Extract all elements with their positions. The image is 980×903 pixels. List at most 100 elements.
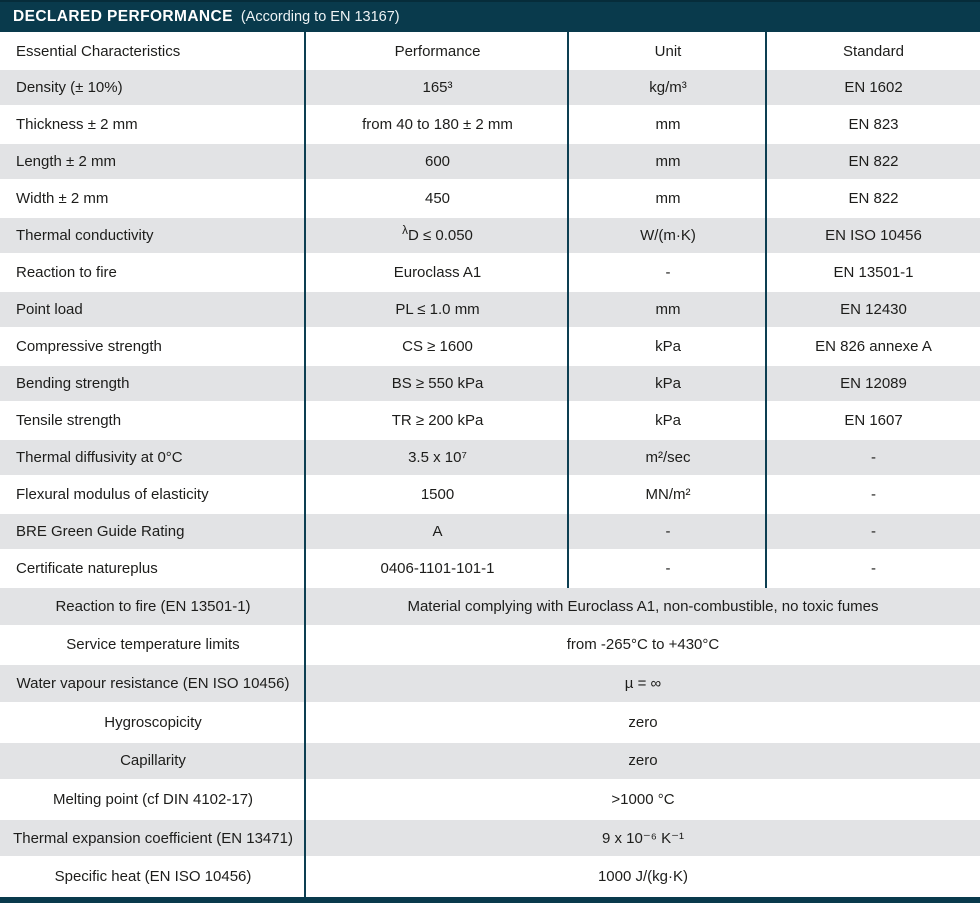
property-value: Material complying with Euroclass A1, no… <box>407 597 879 615</box>
table-row: Tensile strength TR ≥ 200 kPa kPa EN 1607 <box>0 403 980 440</box>
cell-unit: mm <box>655 190 681 207</box>
property-label: Melting point (cf DIN 4102-17) <box>52 790 254 808</box>
cell-standard: - <box>871 560 876 577</box>
property-label: Capillarity <box>120 752 186 770</box>
table-row: Density (± 10%) 165³ kg/m³ EN 1602 <box>0 70 980 107</box>
table-row: Bending strength BS ≥ 550 kPa kPa EN 12089 <box>0 366 980 403</box>
lambda-superscript: λ <box>402 224 408 237</box>
column-header-essential-characteristics: Essential Characteristics <box>16 42 181 60</box>
cell-standard: - <box>871 486 876 503</box>
table-row: Length ± 2 mm 600 mm EN 822 <box>0 144 980 181</box>
cell-performance: 600 <box>424 153 451 170</box>
property-row: Reaction to fire (EN 13501-1) Material co… <box>0 588 980 627</box>
bottom-bar <box>0 897 980 903</box>
column-header-performance: Performance <box>394 42 481 60</box>
header-bar: DECLARED PERFORMANCE (According to EN 13… <box>0 0 980 32</box>
property-label: Reaction to fire (EN 13501-1) <box>55 597 251 615</box>
cell-performance: A <box>432 523 443 540</box>
cell-unit: - <box>665 560 671 577</box>
column-divider-3 <box>765 32 767 588</box>
cell-performance: CS ≥ 1600 <box>402 338 473 355</box>
cell-performance: 450 <box>424 190 451 207</box>
cell-characteristic: Certificate natureplus <box>16 560 158 577</box>
property-row: Specific heat (EN ISO 10456) 1000 J/(kg·K… <box>0 858 980 897</box>
cell-standard: EN 822 <box>848 190 899 207</box>
column-header-standard: Standard <box>843 42 904 60</box>
property-row: Melting point (cf DIN 4102-17) >1000 °C <box>0 781 980 820</box>
cell-characteristic: Width ± 2 mm <box>16 190 109 207</box>
cell-characteristic: Bending strength <box>16 375 130 392</box>
cell-performance: 1500 <box>420 486 455 503</box>
table-row: Thickness ± 2 mm from 40 to 180 ± 2 mm mm E… <box>0 107 980 144</box>
cell-standard: EN 12430 <box>840 301 907 318</box>
cell-performance: from 40 to 180 ± 2 mm <box>362 116 513 133</box>
cell-unit: W/(m·K) <box>640 227 696 244</box>
cell-standard: EN 12089 <box>840 375 907 392</box>
cell-standard: EN 13501-1 <box>833 264 914 281</box>
cell-characteristic: Reaction to fire <box>16 264 117 281</box>
cell-unit: mm <box>655 301 681 318</box>
property-row: Service temperature limits from -265°C to… <box>0 626 980 666</box>
cell-performance: Euroclass A1 <box>393 264 482 281</box>
property-value: zero <box>628 752 658 770</box>
cell-performance: BS ≥ 550 kPa <box>391 375 484 392</box>
property-value: >1000 °C <box>611 790 675 808</box>
column-divider-2 <box>567 32 569 588</box>
page-subtitle: (According to EN 13167) <box>240 9 400 25</box>
cell-performance: λD ≤ 0.050 <box>402 224 473 244</box>
cell-characteristic: Compressive strength <box>16 338 162 355</box>
cell-characteristic: BRE Green Guide Rating <box>16 523 185 540</box>
property-value: µ = ∞ <box>624 675 662 693</box>
property-label: Specific heat (EN ISO 10456) <box>54 868 252 886</box>
cell-performance: PL ≤ 1.0 mm <box>395 301 480 318</box>
cell-standard: EN 1607 <box>844 412 903 429</box>
property-label: Water vapour resistance (EN ISO 10456) <box>16 675 290 693</box>
cell-characteristic: Thickness ± 2 mm <box>16 116 138 133</box>
property-row: Thermal expansion coefficient (EN 13471)… <box>0 819 980 859</box>
cell-unit: m²/sec <box>645 449 691 466</box>
table-body: Density (± 10%) 165³ kg/m³ EN 1602 Thickness… <box>0 70 980 588</box>
cell-characteristic: Tensile strength <box>16 412 122 429</box>
cell-unit: kPa <box>655 338 681 355</box>
cell-standard: - <box>871 523 876 540</box>
cell-unit: mm <box>655 153 681 170</box>
cell-unit: - <box>665 264 671 281</box>
properties-body: Reaction to fire (EN 13501-1) Material co… <box>0 588 980 897</box>
cell-unit: kg/m³ <box>649 79 687 96</box>
cell-standard: EN 826 annexe A <box>815 338 932 355</box>
table-row: Point load PL ≤ 1.0 mm mm EN 12430 <box>0 292 980 329</box>
property-row: Hygroscopicity zero <box>0 703 980 743</box>
cell-characteristic: Density (± 10%) <box>16 79 123 96</box>
property-row: Water vapour resistance (EN ISO 10456) µ … <box>0 665 980 704</box>
cell-standard: EN 822 <box>848 153 899 170</box>
column-header-unit: Unit <box>654 42 682 60</box>
table-row: Width ± 2 mm 450 mm EN 822 <box>0 181 980 218</box>
property-label: Hygroscopicity <box>104 713 202 731</box>
cell-unit: - <box>665 523 671 540</box>
table-row: Thermal conductivity λD ≤ 0.050 W/(m·K) EN … <box>0 218 980 255</box>
table-row: Certificate natureplus 0406-1101-101-1 - - <box>0 551 980 588</box>
cell-standard: EN 1602 <box>844 79 903 96</box>
cell-standard: EN ISO 10456 <box>825 227 922 244</box>
table-row: Reaction to fire Euroclass A1 - EN 13501-1 <box>0 255 980 292</box>
cell-unit: MN/m² <box>645 486 691 503</box>
table-row: BRE Green Guide Rating A - - <box>0 514 980 551</box>
cell-performance: 3.5 x 10⁷ <box>408 449 467 466</box>
cell-characteristic: Thermal conductivity <box>16 227 154 244</box>
property-value: 9 x 10⁻⁶ K⁻¹ <box>601 830 685 848</box>
property-label: Thermal expansion coefficient (EN 13471) <box>13 829 293 847</box>
cell-characteristic: Flexural modulus of elasticity <box>16 486 209 503</box>
cell-characteristic: Point load <box>16 301 83 318</box>
table-row: Flexural modulus of elasticity 1500 MN/m² - <box>0 477 980 514</box>
cell-standard: - <box>871 449 876 466</box>
cell-performance: 165³ <box>422 79 453 96</box>
table-row: Thermal diffusivity at 0°C 3.5 x 10⁷ m²/se… <box>0 440 980 477</box>
column-divider-1 <box>304 32 306 897</box>
property-value: zero <box>628 713 658 731</box>
cell-characteristic: Thermal diffusivity at 0°C <box>16 449 183 466</box>
property-label: Service temperature limits <box>66 636 240 654</box>
cell-performance: TR ≥ 200 kPa <box>391 412 484 429</box>
cell-unit: kPa <box>655 375 681 392</box>
cell-performance: 0406-1101-101-1 <box>380 560 495 577</box>
